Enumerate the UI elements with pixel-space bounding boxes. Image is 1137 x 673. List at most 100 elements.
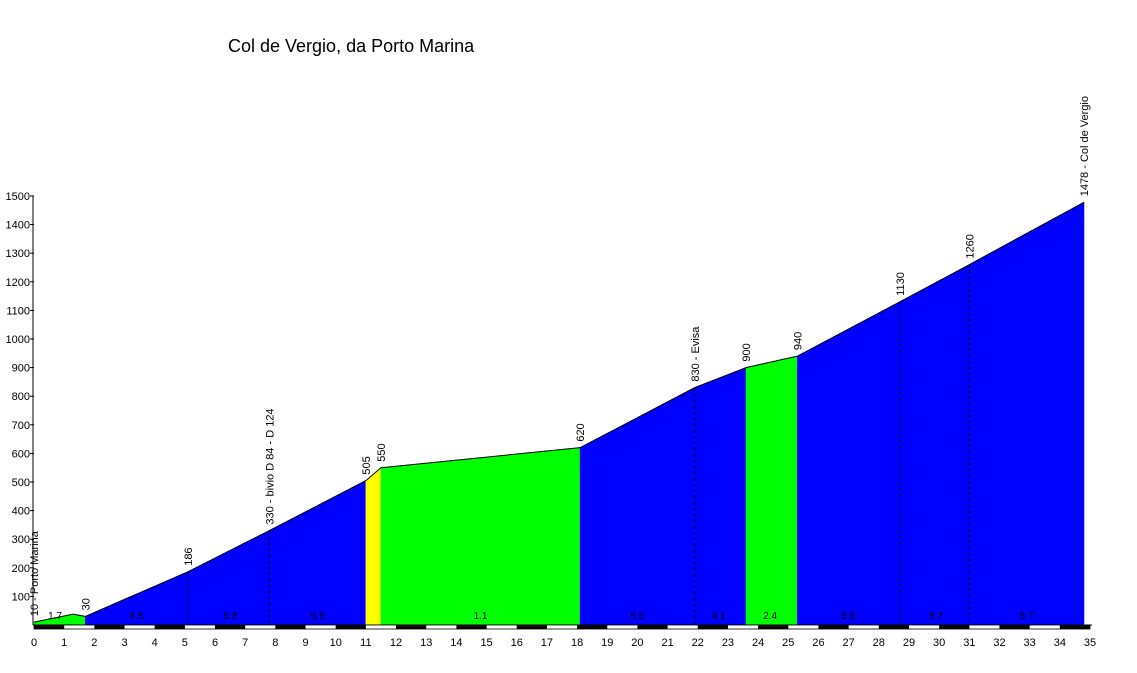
x-tick-label: 24 <box>752 637 764 649</box>
scale-bar-block <box>878 625 909 629</box>
x-tick-label: 12 <box>390 637 402 649</box>
elevation-label: 940 <box>792 332 804 350</box>
x-tick-label: 2 <box>91 637 97 649</box>
x-tick-label: 1 <box>61 637 67 649</box>
x-tick-label: 27 <box>843 637 855 649</box>
x-tick-label: 16 <box>511 637 523 649</box>
x-tick-label: 11 <box>360 637 371 649</box>
scale-bar-block <box>275 625 306 629</box>
profile-segment-10 <box>745 355 798 626</box>
x-tick-label: 7 <box>242 637 248 649</box>
x-tick-label: 31 <box>963 637 975 649</box>
x-tick-label: 9 <box>302 637 308 649</box>
y-tick-label: 1400 <box>6 220 30 232</box>
x-tick-label: 19 <box>601 637 613 649</box>
scale-bar-block <box>154 625 185 629</box>
x-tick-label: 23 <box>722 637 734 649</box>
scale-bar-block <box>1059 625 1090 629</box>
gradient-labels: 1.7 4.5 5.3 5.5 1.1 5.6 4.1 2.4 5.6 5.7 5.7 <box>48 611 1034 622</box>
scale-bar-block <box>637 625 668 629</box>
chart-title: Col de Vergio, da Porto Marina <box>228 36 475 56</box>
scale-bar-block <box>758 625 789 629</box>
profile-segment-6 <box>365 467 382 626</box>
gradient-label: 5.7 <box>929 611 943 622</box>
x-tick-label: 32 <box>993 637 1005 649</box>
y-tick-label: 400 <box>12 506 30 518</box>
x-tick-label: 13 <box>420 637 432 649</box>
x-tick-label: 5 <box>182 637 188 649</box>
y-tick-label: 900 <box>12 363 30 375</box>
y-tick-label: 600 <box>12 448 30 460</box>
elevation-label: 1260 <box>964 234 976 258</box>
x-tick-label: 3 <box>121 637 127 649</box>
elevation-label: 1478 - Col de Vergio <box>1079 96 1091 196</box>
elevation-label: 330 - bivio D 84 - D 124 <box>264 408 276 524</box>
y-tick-label: 1500 <box>6 191 30 203</box>
scale-bar-block <box>818 625 849 629</box>
scale-bar-block <box>456 625 487 629</box>
scale-bar-block <box>215 625 246 629</box>
gradient-label: 5.3 <box>223 611 237 622</box>
gradient-label: 4.1 <box>712 611 726 622</box>
scale-bar-block <box>939 625 970 629</box>
profile-segment-9 <box>694 367 747 626</box>
profile-segment-12 <box>899 264 970 626</box>
km-scale-bar <box>33 624 1091 630</box>
x-tick-label: 20 <box>631 637 643 649</box>
y-tick-label: 1200 <box>6 277 30 289</box>
elevation-label: 10 - Porto Marina <box>29 530 41 616</box>
x-tick-label: 4 <box>152 637 158 649</box>
scale-bar-block <box>999 625 1030 629</box>
gradient-label: 1.7 <box>48 611 62 622</box>
x-tick-label: 30 <box>933 637 945 649</box>
x-tick-label: 8 <box>272 637 278 649</box>
x-tick-label: 22 <box>692 637 704 649</box>
x-tick-label: 21 <box>661 637 673 649</box>
scale-bar-block <box>94 625 125 629</box>
x-tick-label: 25 <box>782 637 794 649</box>
profile-outline <box>33 201 1085 623</box>
scale-bar-frame <box>33 624 1091 630</box>
x-tick-label: 34 <box>1054 637 1066 649</box>
y-tick-labels: 100 200 300 400 500 600 700 800 900 1000 1100 1200 1… <box>6 191 30 603</box>
x-tick-label: 17 <box>541 637 553 649</box>
elevation-label: 30 <box>80 598 92 610</box>
x-tick-label: 6 <box>212 637 218 649</box>
scale-bar-block <box>516 625 547 629</box>
y-tick-label: 300 <box>12 534 30 546</box>
profile-segment-5 <box>269 480 367 626</box>
gradient-label: 1.1 <box>474 611 488 622</box>
scale-bar-block <box>697 625 728 629</box>
gradient-label: 2.4 <box>763 611 777 622</box>
x-tick-label: 35 <box>1084 637 1096 649</box>
gradient-label: 4.5 <box>130 611 144 622</box>
gradient-label: 5.7 <box>1020 611 1034 622</box>
scale-bar-block <box>335 625 366 629</box>
scale-bar-block <box>34 625 65 629</box>
x-tick-label: 28 <box>873 637 885 649</box>
y-tick-label: 1300 <box>6 248 30 260</box>
elevation-label: 900 <box>741 343 753 361</box>
dashed-markers <box>187 264 970 625</box>
profile-areas <box>33 201 1085 626</box>
elevation-annotations: 10 - Porto Marina 30 186 330 - bivio D 84 -… <box>29 96 1091 616</box>
elevation-label: 1130 <box>895 272 907 296</box>
elevation-label: 620 <box>575 423 587 441</box>
profile-segment-7 <box>380 447 581 626</box>
x-tick-label: 18 <box>571 637 583 649</box>
x-tick-label: 33 <box>1024 637 1036 649</box>
profile-segment-8 <box>579 387 696 626</box>
y-tick-label: 800 <box>12 391 30 403</box>
y-tick-label: 200 <box>12 563 30 575</box>
y-tick-label: 500 <box>12 477 30 489</box>
gradient-label: 5.6 <box>630 611 644 622</box>
elevation-label: 186 <box>183 547 195 565</box>
y-tick-label: 1100 <box>6 305 30 317</box>
x-tick-label: 29 <box>903 637 915 649</box>
elevation-label: 550 <box>376 443 388 461</box>
y-tick-label: 700 <box>12 420 30 432</box>
x-tick-label: 10 <box>330 637 342 649</box>
elevation-label: 830 - Evisa <box>690 326 702 382</box>
profile-segment-13 <box>969 201 1085 626</box>
